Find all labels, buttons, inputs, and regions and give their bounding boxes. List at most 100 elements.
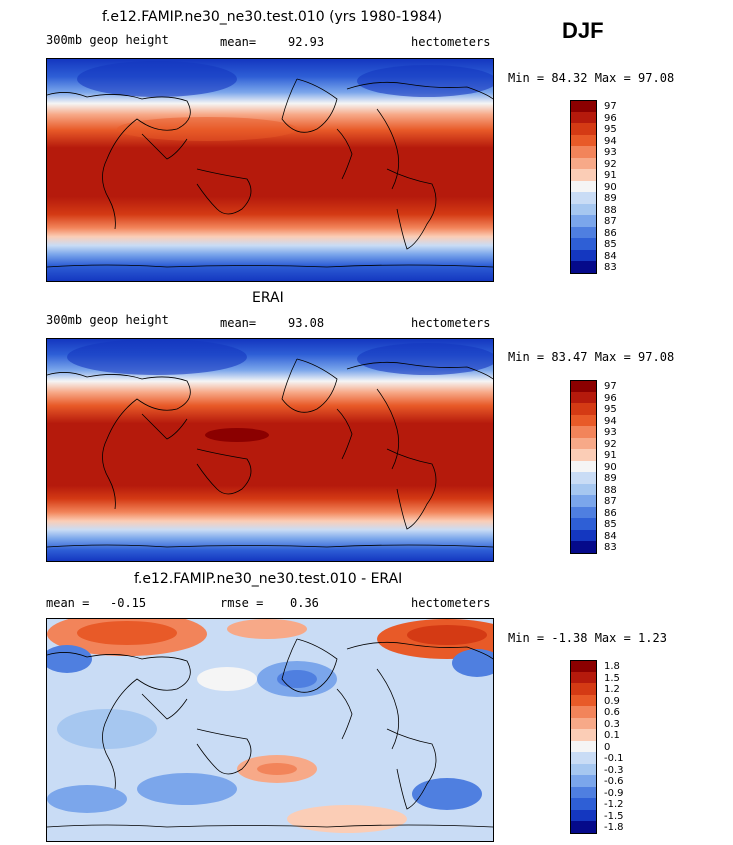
colorbar-swatch — [570, 261, 597, 274]
colorbar-swatch — [570, 529, 597, 541]
colorbar-label: 87 — [604, 216, 617, 227]
colorbar-label: 92 — [604, 158, 617, 170]
colorbar-label: 1.5 — [604, 672, 620, 684]
colorbar-swatch — [570, 414, 597, 426]
panel2-units: hectometers — [411, 316, 491, 330]
colorbar-swatch — [570, 134, 597, 146]
colorbar-swatch — [570, 100, 597, 113]
colorbar-swatch — [570, 541, 597, 554]
colorbar-swatch — [570, 809, 597, 821]
colorbar-label: 84 — [604, 250, 617, 262]
colorbar-swatch — [570, 380, 597, 393]
colorbar-label: 85 — [604, 239, 617, 250]
panel1-map-svg — [47, 59, 493, 281]
colorbar-label: 91 — [604, 170, 617, 181]
panel1-mean-value: 92.93 — [288, 35, 325, 49]
colorbar-label: -0.3 — [604, 764, 624, 776]
panel1-mean-label: mean= — [220, 35, 257, 49]
colorbar-label: 85 — [604, 519, 617, 530]
panel3-map-svg — [47, 619, 493, 841]
colorbar-label: 0 — [604, 741, 611, 753]
colorbar-label: 86 — [604, 507, 617, 519]
colorbar-label: 0.1 — [604, 730, 620, 741]
colorbar-label: -1.5 — [604, 810, 624, 822]
colorbar-label: 90 — [604, 181, 617, 193]
colorbar-label: 89 — [604, 473, 617, 484]
colorbar-swatch — [570, 146, 597, 158]
panel3-mean-value: -0.15 — [110, 596, 147, 610]
panel2-map-svg — [47, 339, 493, 561]
panel3-coastlines — [47, 638, 493, 828]
colorbar-label: 97 — [604, 381, 617, 392]
colorbar-label: 96 — [604, 112, 617, 124]
colorbar-label: -0.1 — [604, 753, 624, 764]
colorbar-swatch — [570, 460, 597, 472]
colorbar-label: 96 — [604, 392, 617, 404]
colorbar-label: 86 — [604, 227, 617, 239]
colorbar-label: 0.9 — [604, 695, 620, 707]
colorbar-label: 93 — [604, 147, 617, 158]
colorbar-label: 83 — [604, 262, 617, 273]
colorbar-swatch — [570, 157, 597, 169]
colorbar-swatch — [570, 472, 597, 484]
colorbar-label: 90 — [604, 461, 617, 473]
colorbar-swatch — [570, 660, 597, 673]
colorbar-swatch — [570, 752, 597, 764]
colorbar-label: -0.6 — [604, 776, 624, 787]
colorbar-swatch — [570, 506, 597, 518]
colorbar-swatch — [570, 717, 597, 729]
colorbar-label: 1.2 — [604, 684, 620, 695]
panel2-field: 300mb geop height — [46, 313, 169, 327]
colorbar-label: 0.6 — [604, 707, 620, 718]
colorbar-swatch — [570, 391, 597, 403]
colorbar-swatch — [570, 763, 597, 775]
colorbar-label: 88 — [604, 484, 617, 496]
colorbar-swatch — [570, 495, 597, 507]
colorbar-swatch — [570, 192, 597, 204]
panel2-mean-label: mean= — [220, 316, 257, 330]
colorbar-label: 95 — [604, 124, 617, 135]
colorbar-label: 1.8 — [604, 661, 620, 672]
colorbar-swatch — [570, 671, 597, 683]
panel2-coastlines — [47, 358, 493, 548]
colorbar-swatch — [570, 426, 597, 438]
colorbar-swatch — [570, 729, 597, 741]
colorbar-label: -1.8 — [604, 822, 624, 833]
colorbar-label: 94 — [604, 415, 617, 427]
colorbar-swatch — [570, 238, 597, 250]
panel2-range: Min = 83.47 Max = 97.08 — [508, 350, 675, 364]
panel2-mean-value: 93.08 — [288, 316, 325, 330]
colorbar-swatch — [570, 775, 597, 787]
panel3-range: Min = -1.38 Max = 1.23 — [508, 631, 667, 645]
panel3-title: f.e12.FAMIP.ne30_ne30.test.010 - ERAI — [134, 571, 403, 587]
colorbar-swatch — [570, 740, 597, 752]
colorbar-swatch — [570, 798, 597, 810]
colorbar-label: 94 — [604, 135, 617, 147]
colorbar-label: 89 — [604, 193, 617, 204]
colorbar-swatch — [570, 694, 597, 706]
colorbar-swatch — [570, 786, 597, 798]
colorbar-swatch — [570, 403, 597, 415]
panel1-title: f.e12.FAMIP.ne30_ne30.test.010 (yrs 1980… — [102, 9, 443, 25]
colorbar-swatch — [570, 683, 597, 695]
colorbar-swatch — [570, 180, 597, 192]
colorbar-label: 92 — [604, 438, 617, 450]
colorbar-swatch — [570, 821, 597, 834]
panel3-mean-label: mean = — [46, 596, 90, 610]
colorbar-swatch — [570, 226, 597, 238]
colorbar-label: -1.2 — [604, 799, 624, 810]
panel1-units: hectometers — [411, 35, 491, 49]
panel3-map — [46, 618, 494, 842]
colorbar-swatch — [570, 449, 597, 461]
colorbar-swatch — [570, 203, 597, 215]
colorbar-swatch — [570, 483, 597, 495]
colorbar-label: 91 — [604, 450, 617, 461]
colorbar-swatch — [570, 215, 597, 227]
colorbar-swatch — [570, 706, 597, 718]
panel3-rmse-label: rmse = — [220, 596, 264, 610]
colorbar-swatch — [570, 249, 597, 261]
colorbar-label: 95 — [604, 404, 617, 415]
colorbar-label: 87 — [604, 496, 617, 507]
colorbar-swatch — [570, 169, 597, 181]
panel2-map — [46, 338, 494, 562]
